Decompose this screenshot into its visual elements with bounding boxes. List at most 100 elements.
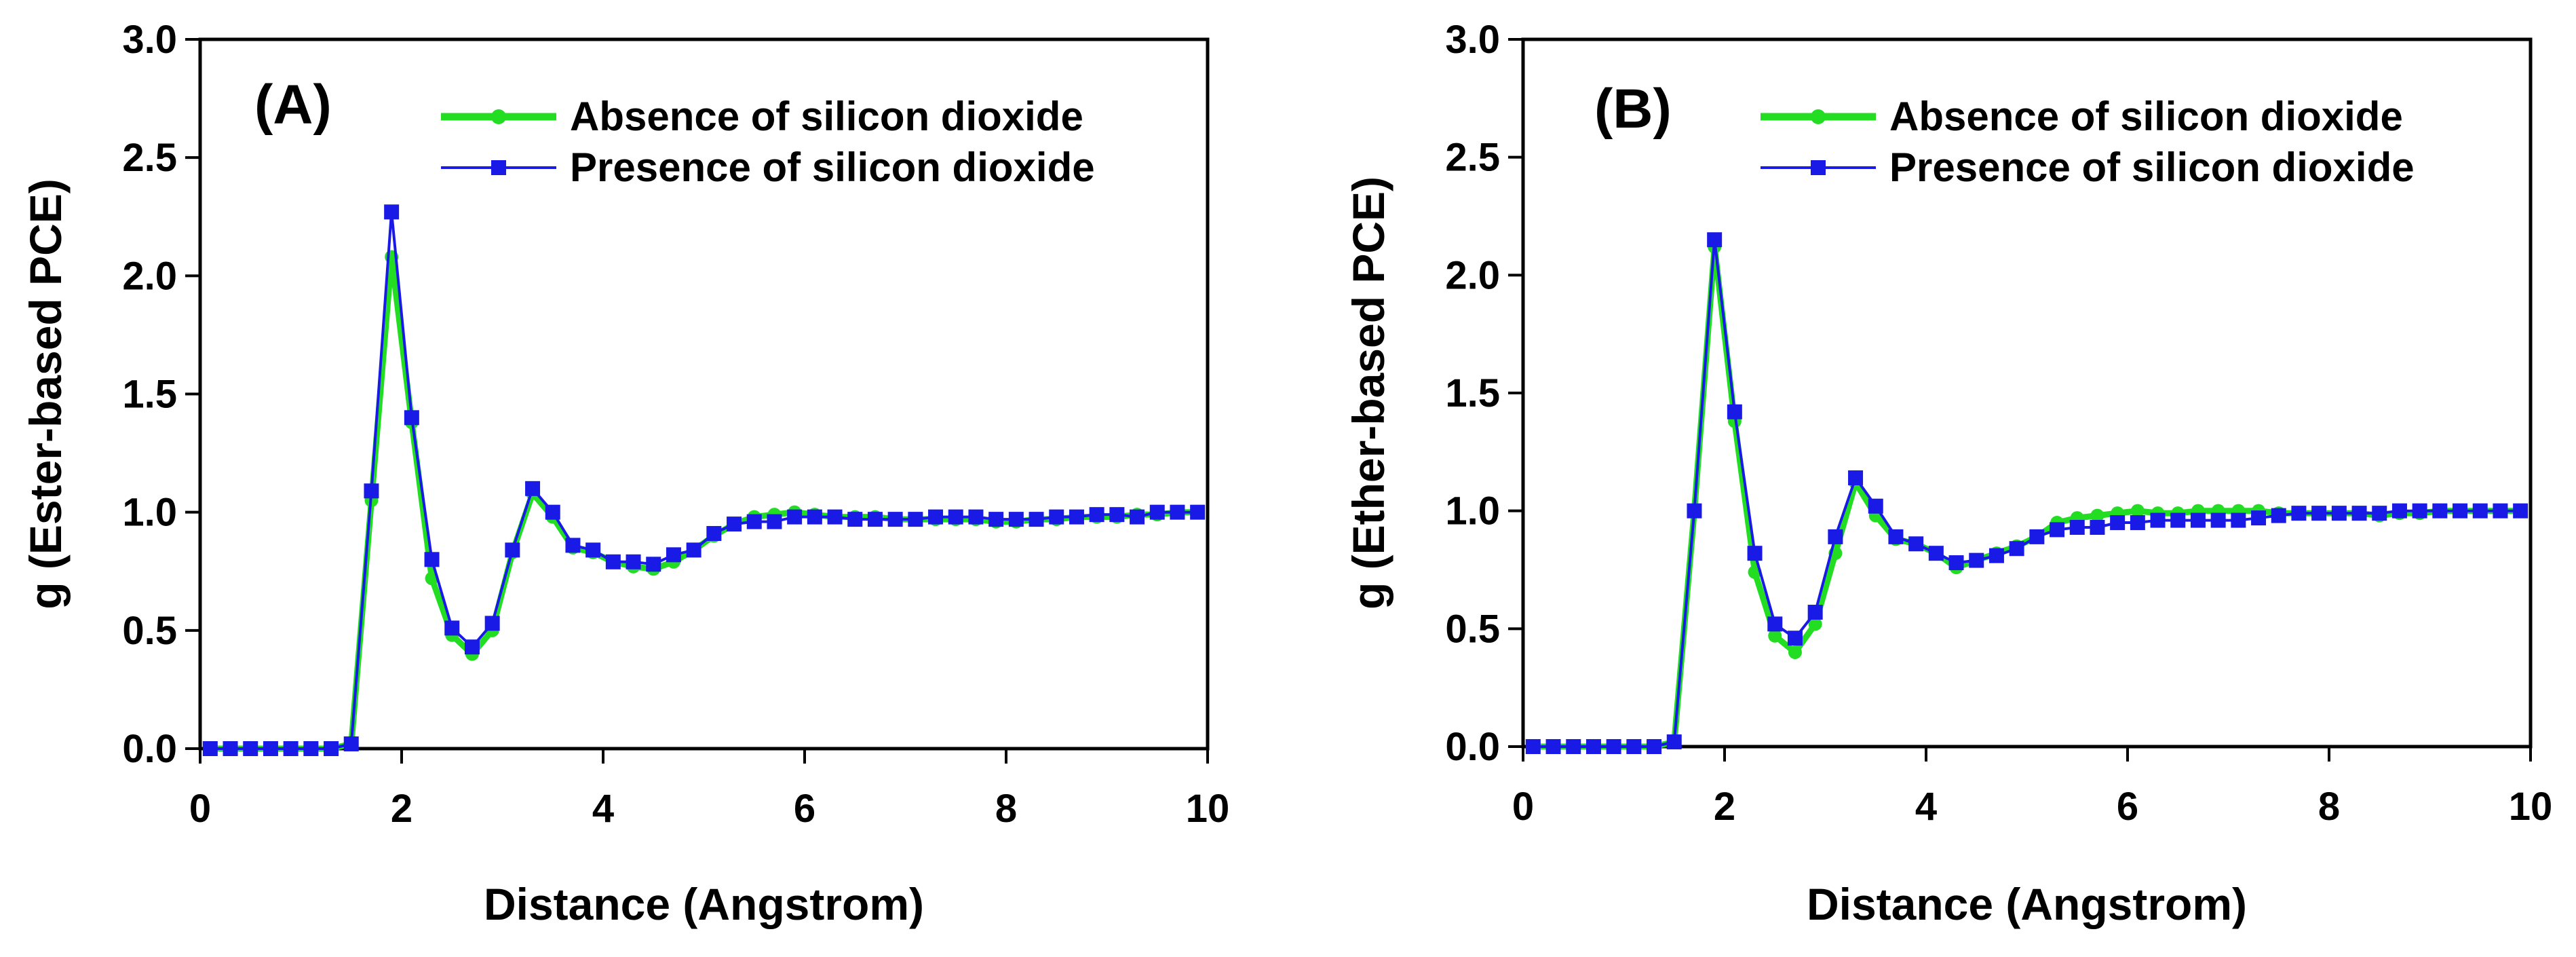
data-point-presence bbox=[565, 538, 581, 553]
data-point-presence bbox=[1727, 404, 1742, 419]
data-point-presence bbox=[646, 557, 661, 572]
data-point-presence bbox=[2251, 510, 2267, 526]
data-point-presence bbox=[1049, 509, 1064, 525]
data-point-presence bbox=[1948, 555, 1964, 571]
y-tick-label: 3.0 bbox=[122, 18, 177, 62]
data-point-presence bbox=[2271, 508, 2286, 523]
legend-marker-square bbox=[1811, 160, 1826, 175]
y-tick-label: 0.5 bbox=[1445, 607, 1500, 651]
data-point-presence bbox=[2311, 506, 2327, 521]
data-point-presence bbox=[1828, 529, 1843, 544]
data-point-presence bbox=[1109, 507, 1125, 523]
data-point-presence bbox=[505, 542, 520, 558]
data-point-presence bbox=[1767, 616, 1783, 632]
data-point-presence bbox=[1848, 470, 1864, 486]
chart-panel-b: 0.0 0.5 1.0 1.5 2.0 2.5 3.0 0 2 4 6 8 10 Distance (An… bbox=[1343, 18, 2552, 929]
series-line-presence bbox=[210, 210, 1198, 750]
data-point-presence bbox=[2130, 515, 2145, 531]
data-point-presence bbox=[525, 481, 541, 496]
y-tick-label: 0.0 bbox=[1445, 725, 1500, 769]
data-point-presence bbox=[1130, 509, 1145, 525]
data-point-presence bbox=[1908, 536, 1924, 552]
y-axis-title: g (Ether-based PCE) bbox=[1343, 176, 1393, 609]
data-point-presence bbox=[807, 509, 822, 525]
data-point-presence bbox=[867, 512, 883, 527]
data-point-presence bbox=[1707, 232, 1723, 248]
panel-label: (A) bbox=[254, 74, 332, 136]
data-point-presence bbox=[2412, 503, 2427, 519]
data-point-presence bbox=[948, 509, 963, 525]
series-line-presence bbox=[1533, 238, 2521, 748]
data-point-presence bbox=[1807, 605, 1823, 620]
y-tick-label: 2.5 bbox=[122, 136, 177, 180]
x-tick-label: 10 bbox=[1186, 787, 1230, 831]
x-tick-label: 0 bbox=[189, 787, 211, 831]
data-point-presence bbox=[2150, 512, 2166, 528]
x-tick-label: 8 bbox=[995, 787, 1017, 831]
legend-marker-circle bbox=[1811, 109, 1826, 124]
data-point-presence bbox=[1888, 529, 1904, 544]
data-point-presence bbox=[1687, 503, 1702, 519]
data-point-presence bbox=[2391, 503, 2407, 519]
data-point-presence bbox=[2210, 512, 2226, 528]
panel-label: (B) bbox=[1594, 78, 1672, 140]
y-tick-label: 2.0 bbox=[122, 254, 177, 298]
data-point-presence bbox=[2050, 522, 2065, 538]
data-point-presence bbox=[1787, 631, 1803, 646]
x-tick-label: 8 bbox=[2318, 785, 2340, 829]
y-tick-label: 0.0 bbox=[122, 727, 177, 771]
x-axis-title: Distance (Angstrom) bbox=[484, 879, 924, 929]
data-point-presence bbox=[2190, 512, 2206, 528]
data-point-presence bbox=[928, 509, 944, 525]
data-point-presence bbox=[908, 512, 923, 527]
data-point-presence bbox=[2090, 519, 2105, 535]
chart-panel-a: 0.0 0.5 1.0 1.5 2.0 2.5 3.0 0 2 4 6 8 10 Distance (An… bbox=[20, 18, 1229, 929]
data-point-presence bbox=[2029, 529, 2045, 544]
legend-label: Absence of silicon dioxide bbox=[570, 94, 1083, 139]
data-point-presence bbox=[706, 526, 722, 542]
data-point-presence bbox=[2493, 503, 2508, 519]
data-point-presence bbox=[303, 741, 319, 756]
legend-label: Presence of silicon dioxide bbox=[570, 145, 1095, 190]
data-point-presence bbox=[1585, 739, 1601, 754]
y-tick-label: 2.5 bbox=[1445, 136, 1500, 180]
data-point-presence bbox=[827, 509, 843, 525]
data-point-presence bbox=[1008, 512, 1024, 527]
data-point-absence bbox=[2130, 504, 2145, 518]
data-point-presence bbox=[243, 741, 258, 756]
x-tick-label: 4 bbox=[1915, 785, 1937, 829]
data-point-presence bbox=[1666, 734, 1682, 750]
y-tick-label: 1.0 bbox=[122, 491, 177, 535]
data-point-presence bbox=[2291, 506, 2307, 521]
data-point-presence bbox=[1545, 739, 1561, 754]
y-tick-label: 3.0 bbox=[1445, 18, 1500, 62]
data-point-presence bbox=[746, 514, 762, 529]
data-point-presence bbox=[847, 512, 863, 527]
x-tick-label: 2 bbox=[391, 787, 412, 831]
data-point-absence bbox=[1788, 645, 1802, 660]
data-point-presence bbox=[223, 741, 238, 756]
data-point-presence bbox=[444, 620, 460, 636]
data-point-presence bbox=[666, 547, 681, 563]
data-point-presence bbox=[364, 483, 379, 499]
data-point-presence bbox=[464, 639, 480, 655]
data-point-presence bbox=[727, 517, 742, 532]
data-point-presence bbox=[686, 542, 701, 558]
data-point-presence bbox=[1029, 512, 1044, 527]
data-point-presence bbox=[384, 204, 400, 220]
data-point-presence bbox=[1647, 739, 1662, 754]
data-point-presence bbox=[1149, 504, 1165, 520]
data-point-presence bbox=[324, 741, 339, 756]
data-point-presence bbox=[787, 509, 803, 525]
data-point-presence bbox=[424, 552, 440, 567]
data-point-presence bbox=[988, 512, 1004, 527]
x-tick-label: 4 bbox=[592, 787, 614, 831]
data-point-presence bbox=[1928, 546, 1944, 561]
data-point-presence bbox=[2453, 503, 2468, 519]
data-point-presence bbox=[283, 741, 299, 756]
series-line-absence bbox=[210, 254, 1198, 752]
x-axis-title: Distance (Angstrom) bbox=[1807, 879, 2247, 929]
data-point-presence bbox=[2231, 512, 2246, 528]
y-tick-label: 1.5 bbox=[1445, 371, 1500, 415]
data-point-presence bbox=[887, 512, 903, 527]
